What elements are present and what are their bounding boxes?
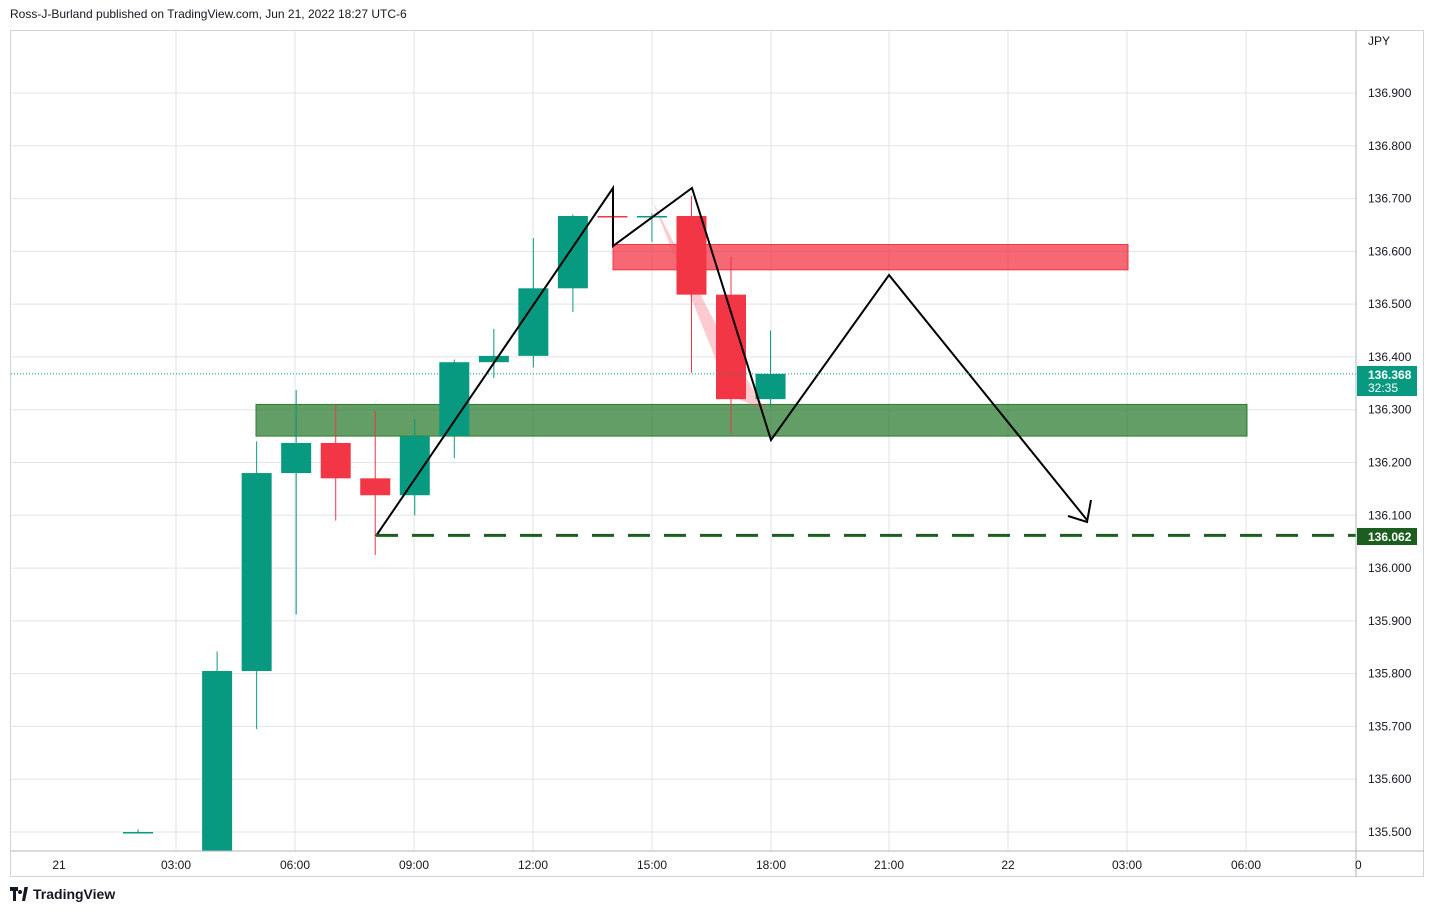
y-tick-label: 136.700: [1368, 192, 1412, 206]
candle-body: [439, 362, 470, 437]
target-price-value: 136.062: [1368, 530, 1412, 544]
candle-body: [281, 442, 312, 474]
y-tick-label: 135.800: [1368, 667, 1412, 681]
y-tick-label: 136.600: [1368, 244, 1412, 258]
candle-body: [478, 355, 509, 363]
candle-body: [360, 478, 391, 496]
y-tick-label: 135.700: [1368, 719, 1412, 733]
x-tick-label: 09:00: [399, 858, 429, 872]
candle-body: [320, 442, 351, 479]
x-tick-label: 03:00: [1112, 858, 1142, 872]
x-axis: 21 03:00 06:00 09:00 12:00 15:00 18:00 21:00 22 0…: [52, 858, 1362, 872]
x-tick-label: 22: [1001, 858, 1015, 872]
candle-body: [557, 215, 588, 289]
x-tick-label: 21: [52, 858, 66, 872]
x-tick-label: 21:00: [874, 858, 904, 872]
y-tick-label: 136.900: [1368, 86, 1412, 100]
candle-body: [202, 671, 233, 851]
drawings: [11, 184, 1356, 537]
chart-zones: [255, 200, 1248, 437]
y-tick-label: 136.800: [1368, 139, 1412, 153]
target-price-badge: [1357, 528, 1417, 545]
tradingview-logo[interactable]: TradingView: [10, 886, 115, 902]
chart-grid: [11, 31, 1356, 851]
candle-body: [676, 215, 707, 295]
candle-body: [755, 373, 786, 400]
x-tick-label: 15:00: [637, 858, 667, 872]
candle-body: [241, 473, 272, 672]
y-tick-label: 135.600: [1368, 772, 1412, 786]
y-axis: JPY 136.900 136.800 136.700 136.600 136.500 13…: [11, 31, 1424, 877]
x-tick-label: 06:00: [280, 858, 310, 872]
pattern-path: [375, 184, 1088, 537]
chart-frame: [10, 30, 1424, 877]
support-zone: [255, 403, 1248, 437]
y-tick-label: 136.300: [1368, 403, 1412, 417]
highlight-wedge: [652, 200, 767, 412]
candles: [123, 195, 786, 851]
countdown-value: 32:35: [1368, 381, 1398, 395]
tradingview-brand: TradingView: [33, 886, 116, 902]
attribution-text: Ross-J-Burland published on TradingView.…: [10, 7, 407, 21]
last-price-value: 136.368: [1368, 368, 1412, 382]
y-tick-label: 136.400: [1368, 350, 1412, 364]
x-tick-label: 0: [1355, 858, 1362, 872]
x-tick-label: 06:00: [1231, 858, 1261, 872]
y-tick-label: 135.500: [1368, 825, 1412, 839]
x-tick-label: 03:00: [161, 858, 191, 872]
y-tick-label: 135.900: [1368, 614, 1412, 628]
y-tick-label: 136.200: [1368, 456, 1412, 470]
candle-body: [518, 288, 549, 356]
y-tick-label: 136.000: [1368, 561, 1412, 575]
last-price-badge: [1357, 366, 1417, 396]
x-tick-label: 18:00: [756, 858, 786, 872]
x-tick-label: 12:00: [518, 858, 548, 872]
tradingview-icon: [10, 887, 28, 901]
y-tick-label: 136.500: [1368, 297, 1412, 311]
candle-body: [123, 832, 154, 834]
currency-label: JPY: [1368, 34, 1390, 48]
candle-body: [399, 436, 430, 496]
y-tick-label: 136.100: [1368, 508, 1412, 522]
arrow-head: [1067, 499, 1092, 524]
